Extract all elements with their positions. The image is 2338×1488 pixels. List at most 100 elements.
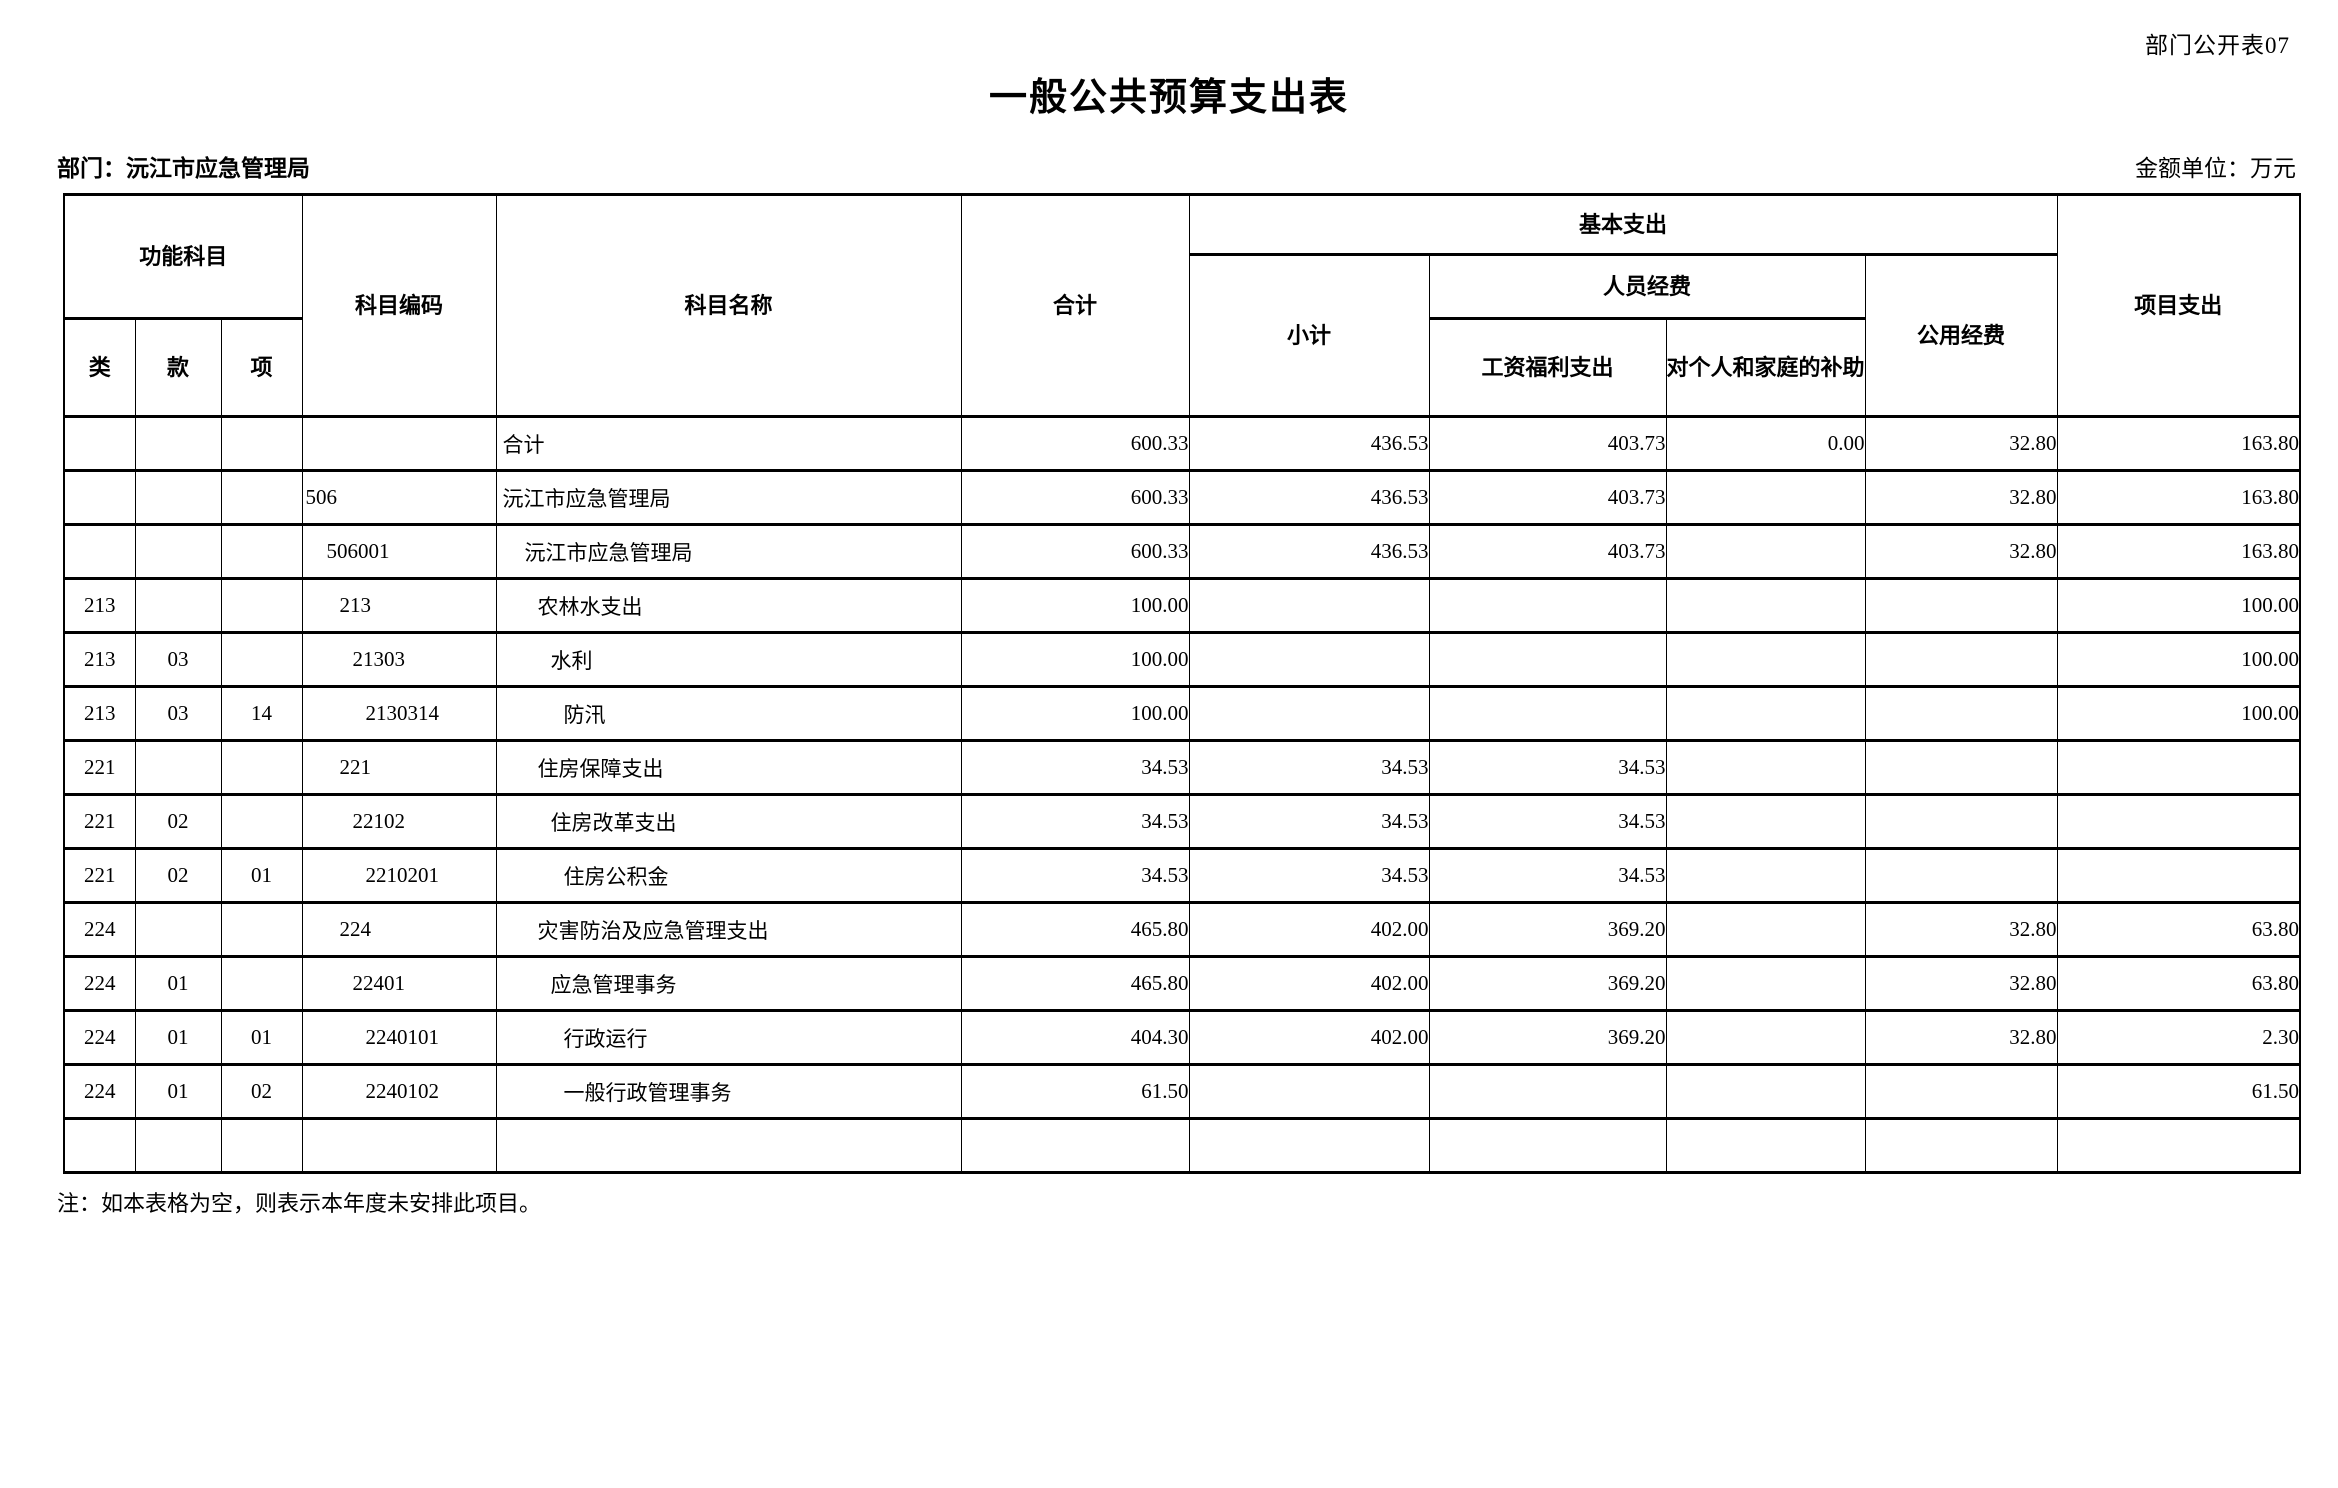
cell-public	[1864, 1063, 2058, 1120]
cell-project: 100.00	[2056, 631, 2301, 688]
header-project-expenditure: 项目支出	[2056, 193, 2301, 418]
cell-lei: 221	[63, 847, 136, 904]
cell-project	[2056, 739, 2301, 796]
cell-public	[1864, 685, 2058, 742]
header-wage-welfare: 工资福利支出	[1428, 317, 1667, 418]
cell-wage: 34.53	[1428, 847, 1667, 904]
header-row-3: 类 款 项 工资福利支出 对个人和家庭的补助	[63, 317, 2300, 418]
cell-kuan: 01	[134, 1063, 222, 1120]
cell-subtotal	[1188, 1063, 1430, 1120]
cell-total: 34.53	[960, 793, 1190, 850]
cell-code	[301, 1117, 497, 1174]
cell-subtotal	[1188, 685, 1430, 742]
cell-wage	[1428, 577, 1667, 634]
cell-subtotal: 436.53	[1188, 415, 1430, 472]
cell-name: 防汛	[495, 685, 962, 742]
cell-code: 506	[301, 469, 497, 526]
cell-name: 应急管理事务	[495, 955, 962, 1012]
header-personal-family-subsidy: 对个人和家庭的补助	[1665, 317, 1866, 418]
cell-xiang	[220, 631, 303, 688]
meta-row: 部门：沅江市应急管理局 金额单位：万元	[57, 149, 2296, 183]
cell-xiang: 01	[220, 1009, 303, 1066]
cell-project: 63.80	[2056, 955, 2301, 1012]
cell-wage: 369.20	[1428, 955, 1667, 1012]
table-row: 224 224 灾害防治及应急管理支出 465.80 402.00 369.20 32.80…	[63, 901, 2301, 958]
cell-wage: 369.20	[1428, 1009, 1667, 1066]
cell-personal	[1665, 955, 1866, 1012]
cell-lei: 224	[63, 955, 136, 1012]
cell-subtotal: 34.53	[1188, 739, 1430, 796]
header-total: 合计	[960, 193, 1190, 418]
cell-total: 404.30	[960, 1009, 1190, 1066]
cell-code: 2210201	[301, 847, 497, 904]
cell-lei	[63, 1117, 136, 1174]
cell-subtotal: 34.53	[1188, 793, 1430, 850]
cell-name: 沅江市应急管理局	[495, 469, 962, 526]
table-row: 221 221 住房保障支出 34.53 34.53 34.53	[63, 739, 2301, 796]
cell-lei: 224	[63, 1009, 136, 1066]
cell-xiang	[220, 415, 303, 472]
cell-code: 224	[301, 901, 497, 958]
table-body: 合计 600.33 436.53 403.73 0.00 32.80 163.80 506 沅江…	[63, 415, 2301, 1174]
cell-total: 34.53	[960, 739, 1190, 796]
cell-kuan	[134, 1117, 222, 1174]
cell-subtotal: 34.53	[1188, 847, 1430, 904]
header-subtotal: 小计	[1188, 253, 1430, 418]
cell-project: 163.80	[2056, 469, 2301, 526]
department-label: 部门：沅江市应急管理局	[57, 155, 310, 181]
cell-public	[1864, 739, 2058, 796]
cell-name: 住房保障支出	[495, 739, 962, 796]
cell-subtotal: 402.00	[1188, 955, 1430, 1012]
cell-wage: 403.73	[1428, 415, 1667, 472]
cell-personal	[1665, 469, 1866, 526]
cell-code: 221	[301, 739, 497, 796]
cell-wage: 34.53	[1428, 739, 1667, 796]
cell-project: 63.80	[2056, 901, 2301, 958]
cell-subtotal: 402.00	[1188, 901, 1430, 958]
cell-personal	[1665, 523, 1866, 580]
cell-personal	[1665, 631, 1866, 688]
cell-lei	[63, 523, 136, 580]
cell-personal	[1665, 901, 1866, 958]
table-row: 213 03 21303 水利 100.00 100.00	[63, 631, 2301, 688]
cell-total: 61.50	[960, 1063, 1190, 1120]
header-row-1: 功能科目 科目编码 科目名称 合计 基本支出 项目支出	[63, 193, 2301, 418]
table-row: 213 03 14 2130314 防汛 100.00 100.00	[63, 685, 2301, 742]
cell-project: 2.30	[2056, 1009, 2301, 1066]
cell-subtotal	[1188, 1117, 1430, 1174]
cell-wage	[1428, 1063, 1667, 1120]
header-class: 类	[63, 317, 136, 418]
cell-xiang	[220, 901, 303, 958]
cell-total: 100.00	[960, 685, 1190, 742]
cell-name: 一般行政管理事务	[495, 1063, 962, 1120]
cell-xiang	[220, 1117, 303, 1174]
cell-code: 506001	[301, 523, 497, 580]
table-row: 224 01 01 2240101 行政运行 404.30 402.00 369.20 32.8…	[63, 1009, 2301, 1066]
header-subject-code: 科目编码	[301, 193, 497, 418]
cell-wage: 403.73	[1428, 523, 1667, 580]
header-personnel-funds: 人员经费	[1428, 253, 1866, 320]
cell-kuan: 01	[134, 1009, 222, 1066]
cell-xiang	[220, 577, 303, 634]
header-subject-name: 科目名称	[495, 193, 962, 418]
table-row: 213 213 农林水支出 100.00 100.00	[63, 577, 2301, 634]
cell-personal	[1665, 847, 1866, 904]
cell-public	[1864, 631, 2058, 688]
cell-public: 32.80	[1864, 955, 2058, 1012]
table-row: 221 02 01 2210201 住房公积金 34.53 34.53 34.53	[63, 847, 2301, 904]
table-row: 506 沅江市应急管理局 600.33 436.53 403.73 32.80 163.80	[63, 469, 2301, 526]
cell-personal	[1665, 1009, 1866, 1066]
table-row	[63, 1117, 2301, 1174]
cell-total: 100.00	[960, 631, 1190, 688]
cell-total: 600.33	[960, 469, 1190, 526]
cell-public	[1864, 847, 2058, 904]
cell-personal	[1665, 1063, 1866, 1120]
cell-lei	[63, 469, 136, 526]
cell-lei: 224	[63, 901, 136, 958]
cell-project: 100.00	[2056, 577, 2301, 634]
cell-kuan: 03	[134, 685, 222, 742]
cell-lei: 213	[63, 577, 136, 634]
cell-personal	[1665, 793, 1866, 850]
cell-personal	[1665, 739, 1866, 796]
table-row: 506001 沅江市应急管理局 600.33 436.53 403.73 32.80 163…	[63, 523, 2301, 580]
